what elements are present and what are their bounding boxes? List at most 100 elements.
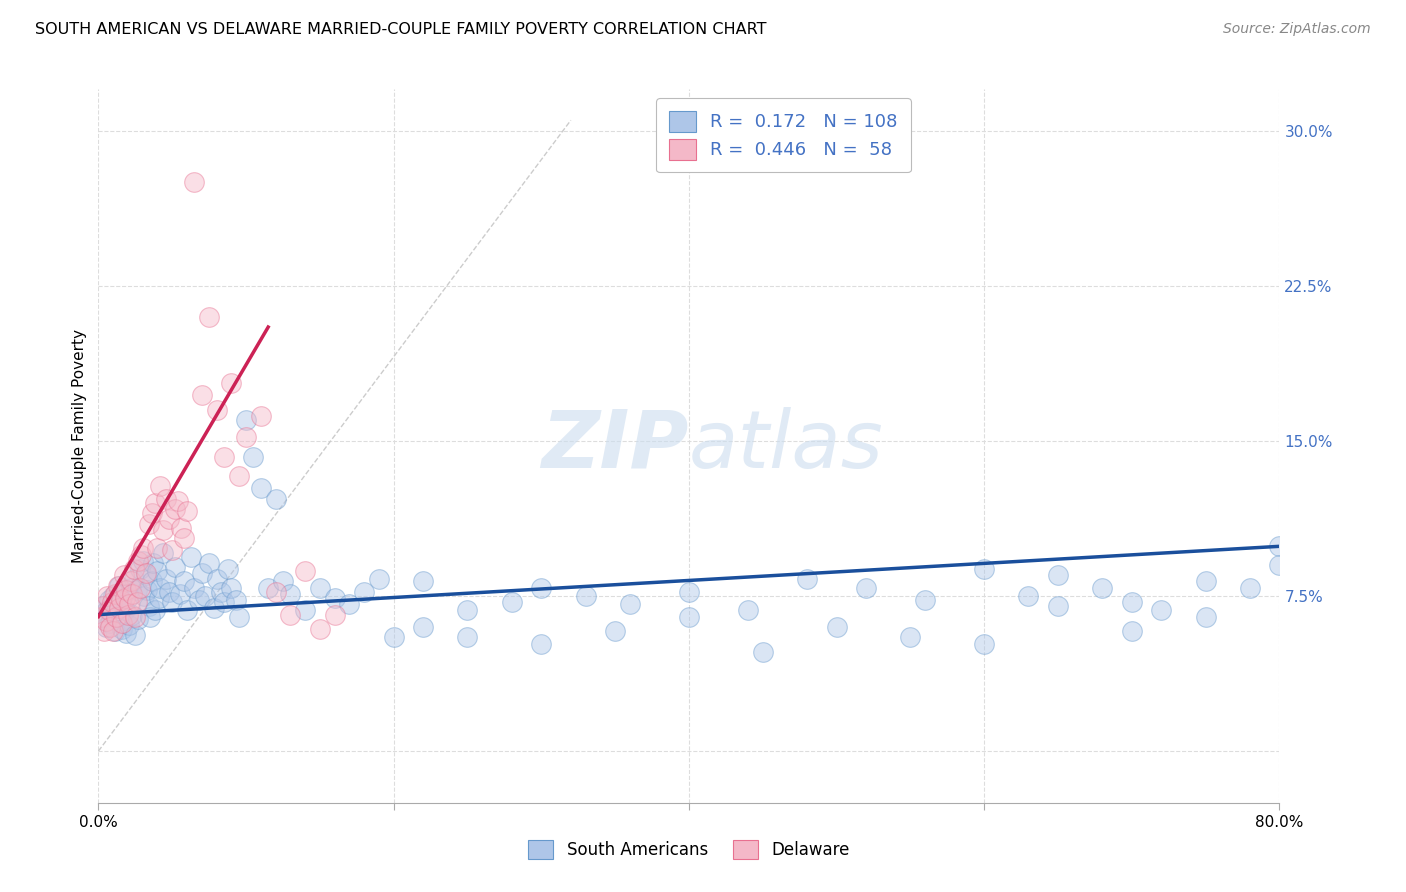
Point xyxy=(115,626,138,640)
Point xyxy=(209,584,232,599)
Point xyxy=(128,562,150,576)
Point xyxy=(191,388,214,402)
Point xyxy=(122,573,145,587)
Point xyxy=(90,609,112,624)
Point xyxy=(100,595,122,609)
Point xyxy=(176,504,198,518)
Point xyxy=(501,595,523,609)
Point xyxy=(678,584,700,599)
Point xyxy=(1268,558,1291,572)
Point xyxy=(125,582,148,597)
Point xyxy=(250,482,273,496)
Point xyxy=(456,630,478,644)
Point xyxy=(107,609,129,624)
Point xyxy=(121,607,143,622)
Point xyxy=(1195,574,1218,589)
Point xyxy=(194,589,217,603)
Point xyxy=(574,589,596,603)
Point xyxy=(309,581,332,595)
Point xyxy=(183,581,205,595)
Point xyxy=(217,562,239,576)
Point xyxy=(242,450,264,465)
Point xyxy=(264,491,287,506)
Point xyxy=(914,593,936,607)
Point xyxy=(169,587,191,601)
Point xyxy=(202,601,225,615)
Point xyxy=(796,573,818,587)
Legend: South Americans, Delaware: South Americans, Delaware xyxy=(522,833,856,866)
Point xyxy=(94,614,117,628)
Point xyxy=(143,496,166,510)
Point xyxy=(136,582,159,597)
Point xyxy=(212,450,235,465)
Point xyxy=(110,593,132,607)
Point xyxy=(678,609,700,624)
Point xyxy=(1268,539,1291,553)
Point xyxy=(124,609,146,624)
Point xyxy=(180,549,202,564)
Point xyxy=(323,591,346,605)
Point xyxy=(1121,624,1143,639)
Point xyxy=(124,628,146,642)
Point xyxy=(191,566,214,581)
Text: SOUTH AMERICAN VS DELAWARE MARRIED-COUPLE FAMILY POVERTY CORRELATION CHART: SOUTH AMERICAN VS DELAWARE MARRIED-COUPL… xyxy=(35,22,766,37)
Point xyxy=(1046,599,1069,614)
Point xyxy=(128,581,150,595)
Point xyxy=(1046,568,1069,582)
Point xyxy=(751,645,773,659)
Point xyxy=(337,597,360,611)
Point xyxy=(157,512,180,526)
Point xyxy=(135,568,157,582)
Point xyxy=(108,579,131,593)
Point xyxy=(104,587,127,601)
Point xyxy=(149,479,172,493)
Point xyxy=(855,581,877,595)
Point xyxy=(162,595,183,609)
Point xyxy=(323,607,346,622)
Point xyxy=(456,603,478,617)
Point xyxy=(183,175,205,189)
Point xyxy=(353,584,375,599)
Point xyxy=(111,622,134,636)
Point xyxy=(228,609,250,624)
Point xyxy=(143,603,166,617)
Point xyxy=(97,603,120,617)
Point xyxy=(737,603,759,617)
Point xyxy=(91,599,114,614)
Point xyxy=(382,630,405,644)
Point xyxy=(219,581,242,595)
Point xyxy=(149,581,172,595)
Point xyxy=(278,587,302,601)
Point xyxy=(98,620,121,634)
Point xyxy=(228,469,250,483)
Point xyxy=(173,531,195,545)
Point xyxy=(309,622,332,636)
Point xyxy=(198,310,221,324)
Text: Source: ZipAtlas.com: Source: ZipAtlas.com xyxy=(1223,22,1371,37)
Point xyxy=(170,521,193,535)
Point xyxy=(205,573,228,587)
Point xyxy=(294,603,316,617)
Point xyxy=(250,409,273,423)
Point xyxy=(165,502,187,516)
Point xyxy=(97,593,120,607)
Point xyxy=(114,603,136,617)
Point xyxy=(120,574,142,589)
Point xyxy=(165,560,187,574)
Point xyxy=(132,554,155,568)
Point xyxy=(176,603,198,617)
Point xyxy=(1239,581,1261,595)
Point xyxy=(93,609,115,624)
Point xyxy=(110,595,132,609)
Point xyxy=(264,584,287,599)
Point xyxy=(98,615,121,630)
Point xyxy=(105,597,128,611)
Point xyxy=(368,573,391,587)
Point xyxy=(139,609,162,624)
Point xyxy=(138,599,160,614)
Point xyxy=(152,545,174,559)
Point xyxy=(198,556,221,570)
Point xyxy=(132,541,155,556)
Point xyxy=(100,601,122,615)
Point xyxy=(110,614,132,628)
